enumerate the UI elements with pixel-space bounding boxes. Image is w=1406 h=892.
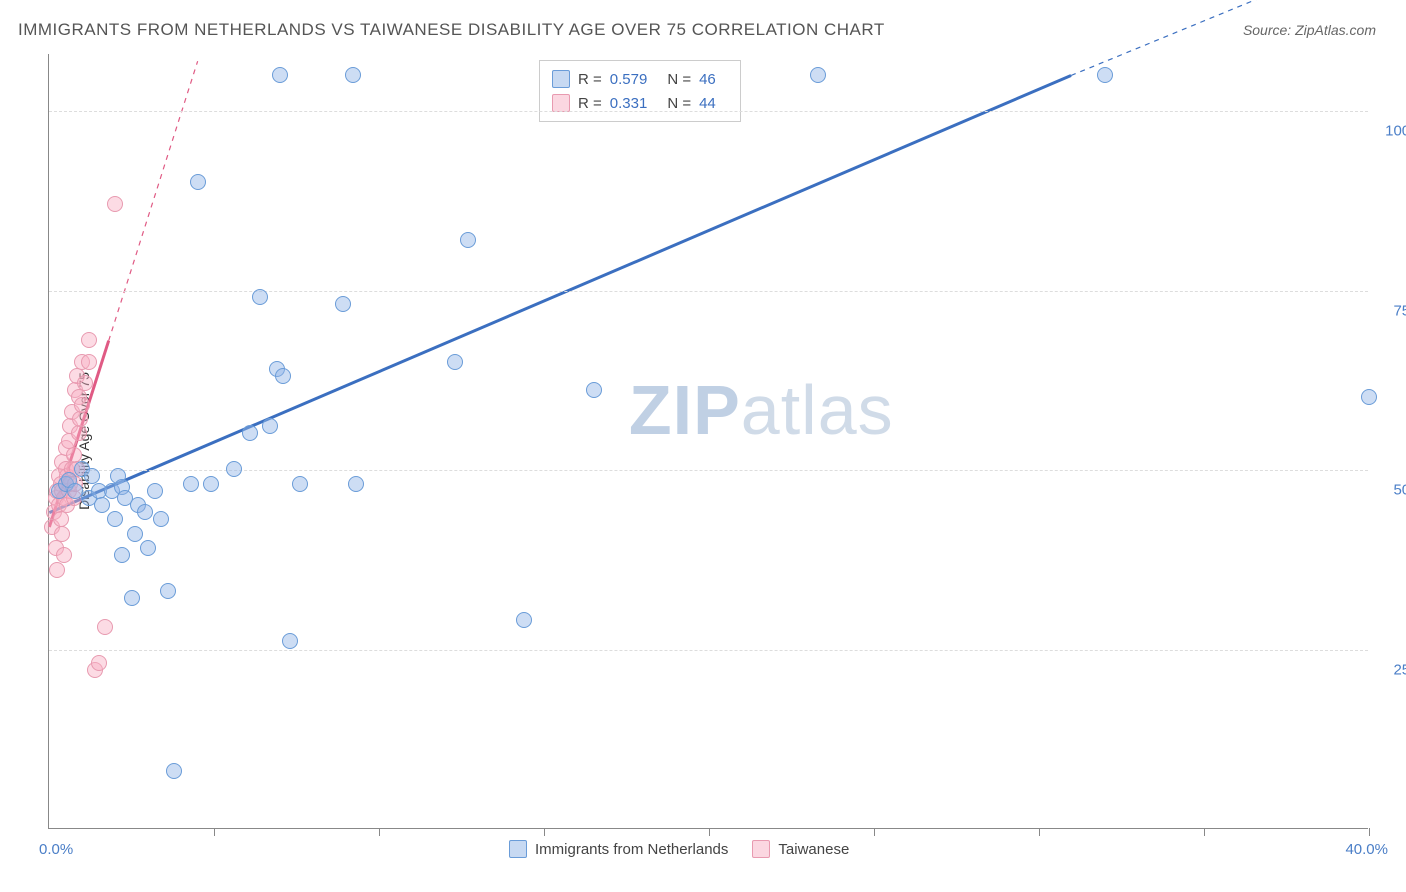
gridline [49, 291, 1368, 292]
data-point [49, 562, 65, 578]
legend-swatch [552, 94, 570, 112]
x-tick [874, 828, 875, 836]
scatter-plot: Disability Age Over 75 ZIPatlas R = 0.57… [48, 54, 1368, 829]
data-point [335, 296, 351, 312]
data-point [810, 67, 826, 83]
data-point [137, 504, 153, 520]
legend-series: Immigrants from Netherlands Taiwanese [509, 840, 849, 858]
x-tick [214, 828, 215, 836]
data-point [140, 540, 156, 556]
gridline [49, 650, 1368, 651]
data-point [77, 375, 93, 391]
trend-lines [49, 54, 1368, 828]
data-point [91, 655, 107, 671]
data-point [81, 354, 97, 370]
data-point [203, 476, 219, 492]
data-point [74, 397, 90, 413]
data-point [72, 411, 88, 427]
data-point [107, 196, 123, 212]
x-axis-max-label: 40.0% [1345, 841, 1388, 858]
data-point [114, 547, 130, 563]
x-tick [544, 828, 545, 836]
data-point [97, 619, 113, 635]
legend-label: Immigrants from Netherlands [535, 841, 728, 858]
data-point [345, 67, 361, 83]
data-point [107, 511, 123, 527]
data-point [147, 483, 163, 499]
data-point [124, 590, 140, 606]
data-point [71, 425, 87, 441]
x-tick [379, 828, 380, 836]
data-point [272, 67, 288, 83]
data-point [516, 612, 532, 628]
n-label: N = [667, 95, 691, 112]
data-point [54, 526, 70, 542]
data-point [190, 174, 206, 190]
legend-item: Taiwanese [752, 840, 849, 858]
y-tick-label: 25.0% [1376, 661, 1406, 678]
data-point [282, 633, 298, 649]
legend-swatch [509, 840, 527, 858]
y-tick-label: 75.0% [1376, 302, 1406, 319]
data-point [153, 511, 169, 527]
x-tick [709, 828, 710, 836]
legend-row: R = 0.579 N = 46 [552, 67, 728, 91]
data-point [460, 232, 476, 248]
data-point [226, 461, 242, 477]
data-point [252, 289, 268, 305]
data-point [56, 547, 72, 563]
data-point [160, 583, 176, 599]
data-point [183, 476, 199, 492]
chart-source: Source: ZipAtlas.com [1243, 22, 1376, 38]
data-point [586, 382, 602, 398]
r-value: 0.331 [610, 95, 648, 112]
x-tick [1204, 828, 1205, 836]
data-point [262, 418, 278, 434]
r-label: R = [578, 95, 602, 112]
y-tick-label: 50.0% [1376, 482, 1406, 499]
n-label: N = [667, 71, 691, 88]
chart-title: IMMIGRANTS FROM NETHERLANDS VS TAIWANESE… [18, 20, 885, 40]
y-tick-label: 100.0% [1376, 123, 1406, 140]
data-point [275, 368, 291, 384]
n-value: 44 [699, 95, 716, 112]
data-point [127, 526, 143, 542]
legend-correlation: R = 0.579 N = 46 R = 0.331 N = 44 [539, 60, 741, 122]
watermark: ZIPatlas [629, 370, 894, 450]
gridline [49, 111, 1368, 112]
n-value: 46 [699, 71, 716, 88]
legend-label: Taiwanese [778, 841, 849, 858]
r-value: 0.579 [610, 71, 648, 88]
data-point [94, 497, 110, 513]
data-point [447, 354, 463, 370]
x-tick [1039, 828, 1040, 836]
data-point [1097, 67, 1113, 83]
data-point [242, 425, 258, 441]
legend-swatch [752, 840, 770, 858]
r-label: R = [578, 71, 602, 88]
data-point [166, 763, 182, 779]
x-tick [1369, 828, 1370, 836]
data-point [1361, 389, 1377, 405]
data-point [81, 332, 97, 348]
gridline [49, 470, 1368, 471]
legend-item: Immigrants from Netherlands [509, 840, 728, 858]
data-point [292, 476, 308, 492]
data-point [348, 476, 364, 492]
x-axis-min-label: 0.0% [39, 841, 73, 858]
legend-swatch [552, 70, 570, 88]
